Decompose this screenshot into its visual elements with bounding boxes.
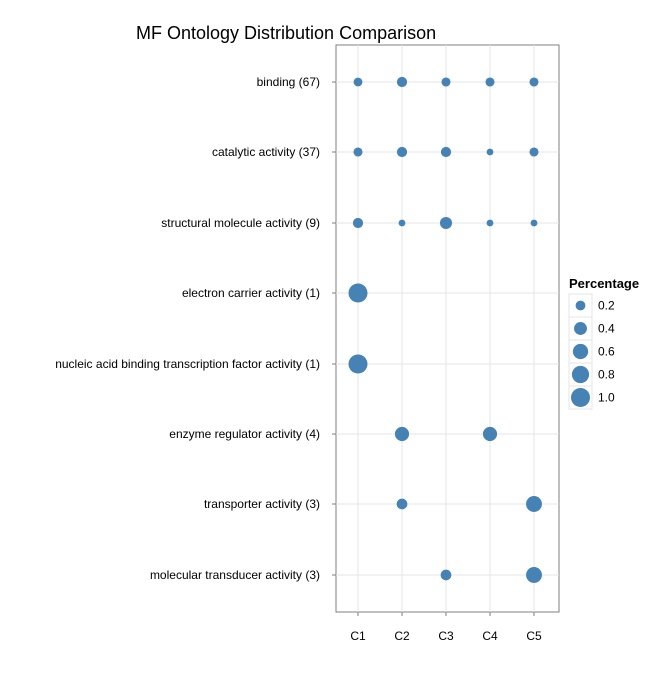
plot-panel	[335, 44, 560, 613]
data-point	[526, 496, 542, 512]
x-tick-label: C2	[394, 629, 410, 643]
y-tick-label: electron carrier activity (1)	[182, 286, 320, 300]
data-point	[396, 146, 408, 158]
data-point	[352, 217, 364, 229]
data-point	[526, 567, 542, 583]
y-tick-label: structural molecule activity (9)	[161, 216, 320, 230]
legend-label: 1.0	[598, 391, 615, 405]
legend-key-dot	[572, 343, 589, 360]
data-point	[396, 498, 408, 510]
data-point	[440, 146, 452, 158]
y-tick-label: transporter activity (3)	[204, 497, 320, 511]
data-point	[348, 283, 368, 303]
data-point	[486, 148, 494, 156]
legend-label: 0.8	[598, 368, 615, 382]
legend-key-dot	[571, 365, 590, 384]
data-point	[396, 76, 408, 88]
legend-title: Percentage	[569, 276, 639, 291]
x-tick-label: C4	[482, 629, 498, 643]
data-point	[353, 77, 363, 87]
y-axis: binding (67) catalytic activity (37) struc…	[55, 75, 336, 582]
legend-label: 0.4	[598, 322, 615, 336]
data-point	[529, 77, 539, 87]
x-tick-label: C1	[350, 629, 366, 643]
x-axis: C1 C2 C3 C4 C5	[350, 612, 542, 643]
data-point	[482, 426, 498, 442]
y-tick-label: nucleic acid binding transcription facto…	[55, 357, 320, 371]
legend-label: 0.6	[598, 345, 615, 359]
y-tick-label: binding (67)	[257, 75, 320, 89]
data-point	[530, 219, 538, 227]
data-point	[439, 216, 453, 230]
x-tick-label: C3	[438, 629, 454, 643]
data-point	[485, 77, 495, 87]
chart-title: MF Ontology Distribution Comparison	[136, 23, 436, 43]
legend-label: 0.2	[598, 299, 615, 313]
y-tick-label: catalytic activity (37)	[212, 145, 320, 159]
legend-key-dot	[571, 388, 590, 407]
data-point	[440, 569, 452, 581]
data-point	[529, 147, 539, 157]
data-point	[441, 77, 451, 87]
data-point	[394, 426, 410, 442]
y-tick-label: molecular transducer activity (3)	[150, 568, 320, 582]
data-point	[486, 219, 494, 227]
x-tick-label: C5	[526, 629, 542, 643]
legend-key-dot	[575, 300, 586, 311]
data-point	[353, 147, 363, 157]
legend-key-dot	[574, 322, 587, 335]
data-point	[348, 354, 368, 374]
points-layer	[348, 76, 542, 583]
y-tick-label: enzyme regulator activity (4)	[169, 427, 320, 441]
legend: Percentage 0.2 0.4 0.6 0.8 1.0	[568, 276, 639, 410]
data-point	[398, 219, 406, 227]
